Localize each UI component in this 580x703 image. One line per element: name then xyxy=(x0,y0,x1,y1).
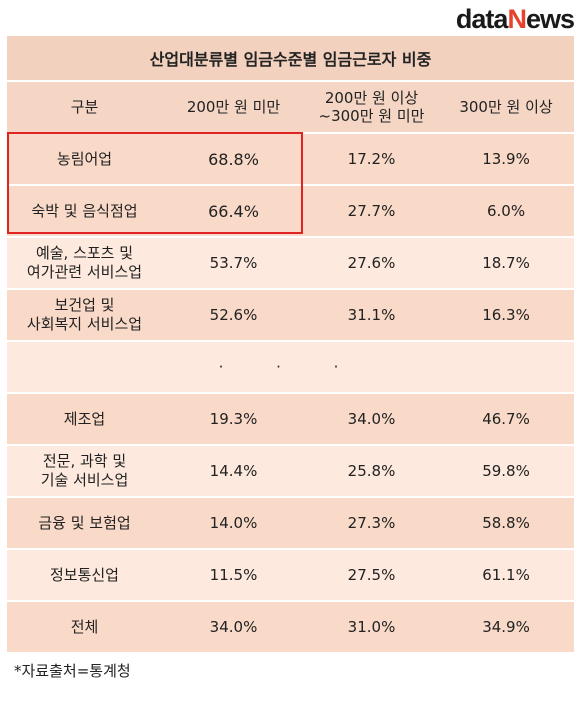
cell-200-300: 31.1% xyxy=(305,289,438,342)
wage-table: 산업대분류별 임금수준별 임금근로자 비중 구분 200만 원 미만 200만 … xyxy=(7,36,575,654)
cell-over-300: 46.7% xyxy=(438,393,575,446)
row-label: 정보통신업 xyxy=(7,549,162,602)
cell-under-200: 66.4% xyxy=(162,185,305,238)
row-label-line2: 사회복지 서비스업 xyxy=(26,315,143,333)
row-label: 예술, 스포츠 및 여가관련 서비스업 xyxy=(7,237,162,290)
row-label-line1: 전문, 과학 및 xyxy=(42,452,127,470)
row-label-line2: 기술 서비스업 xyxy=(40,471,129,489)
row-label: 전문, 과학 및 기술 서비스업 xyxy=(7,445,162,498)
cell-under-200: 53.7% xyxy=(162,237,305,290)
cell-200-300: 27.5% xyxy=(305,549,438,602)
header-under-200: 200만 원 미만 xyxy=(162,81,305,134)
cell-under-200: 52.6% xyxy=(162,289,305,342)
logo-text-n: N xyxy=(507,4,526,34)
cell-200-300: 25.8% xyxy=(305,445,438,498)
cell-under-200: 68.8% xyxy=(162,133,305,186)
cell-200-300: 31.0% xyxy=(305,601,438,654)
header-200-300-line1: 200만 원 이상 xyxy=(324,89,419,107)
cell-under-200: 11.5% xyxy=(162,549,305,602)
header-200-300-line2: ~300만 원 미만 xyxy=(318,107,425,125)
cell-under-200: 34.0% xyxy=(162,601,305,654)
row-label: 농림어업 xyxy=(7,133,162,186)
cell-200-300: 27.6% xyxy=(305,237,438,290)
table-row: 전문, 과학 및 기술 서비스업 14.4% 25.8% 59.8% xyxy=(7,445,575,498)
cell-200-300: 34.0% xyxy=(305,393,438,446)
cell-over-300: 34.9% xyxy=(438,601,575,654)
row-label-line2: 여가관련 서비스업 xyxy=(26,263,143,281)
table-row: 농림어업 68.8% 17.2% 13.9% xyxy=(7,133,575,186)
table-row: 숙박 및 음식점업 66.4% 27.7% 6.0% xyxy=(7,185,575,238)
ellipsis: · · · xyxy=(7,341,575,394)
header-over-300: 300만 원 이상 xyxy=(438,81,575,134)
cell-over-300: 18.7% xyxy=(438,237,575,290)
logo-text-data: data xyxy=(455,4,509,34)
table-row: 전체 34.0% 31.0% 34.9% xyxy=(7,601,575,654)
table-row: 금융 및 보험업 14.0% 27.3% 58.8% xyxy=(7,497,575,550)
cell-over-300: 6.0% xyxy=(438,185,575,238)
row-label: 금융 및 보험업 xyxy=(7,497,162,550)
cell-under-200: 14.4% xyxy=(162,445,305,498)
cell-200-300: 17.2% xyxy=(305,133,438,186)
row-label-line1: 예술, 스포츠 및 xyxy=(35,244,134,262)
cell-under-200: 19.3% xyxy=(162,393,305,446)
source-note: *자료출처=통계청 xyxy=(14,662,131,680)
header-200-300: 200만 원 이상 ~300만 원 미만 xyxy=(305,81,438,134)
table-row: 제조업 19.3% 34.0% 46.7% xyxy=(7,393,575,446)
row-label: 전체 xyxy=(7,601,162,654)
row-label: 제조업 xyxy=(7,393,162,446)
cell-under-200: 14.0% xyxy=(162,497,305,550)
cell-over-300: 16.3% xyxy=(438,289,575,342)
header-row: 구분 200만 원 미만 200만 원 이상 ~300만 원 미만 300만 원 … xyxy=(7,81,575,134)
row-label: 숙박 및 음식점업 xyxy=(7,185,162,238)
header-category: 구분 xyxy=(7,81,162,134)
cell-over-300: 58.8% xyxy=(438,497,575,550)
cell-200-300: 27.7% xyxy=(305,185,438,238)
table-title-row: 산업대분류별 임금수준별 임금근로자 비중 xyxy=(7,36,575,82)
table-row: 예술, 스포츠 및 여가관련 서비스업 53.7% 27.6% 18.7% xyxy=(7,237,575,290)
cell-over-300: 13.9% xyxy=(438,133,575,186)
cell-200-300: 27.3% xyxy=(305,497,438,550)
table-row: 보건업 및 사회복지 서비스업 52.6% 31.1% 16.3% xyxy=(7,289,575,342)
logo-text-ews: ews xyxy=(525,4,575,34)
row-label: 보건업 및 사회복지 서비스업 xyxy=(7,289,162,342)
cell-over-300: 61.1% xyxy=(438,549,575,602)
cell-over-300: 59.8% xyxy=(438,445,575,498)
table-title: 산업대분류별 임금수준별 임금근로자 비중 xyxy=(7,36,575,82)
ellipsis-row: · · · xyxy=(7,341,575,394)
row-label-line1: 보건업 및 xyxy=(54,296,115,314)
table-row: 정보통신업 11.5% 27.5% 61.1% xyxy=(7,549,575,602)
